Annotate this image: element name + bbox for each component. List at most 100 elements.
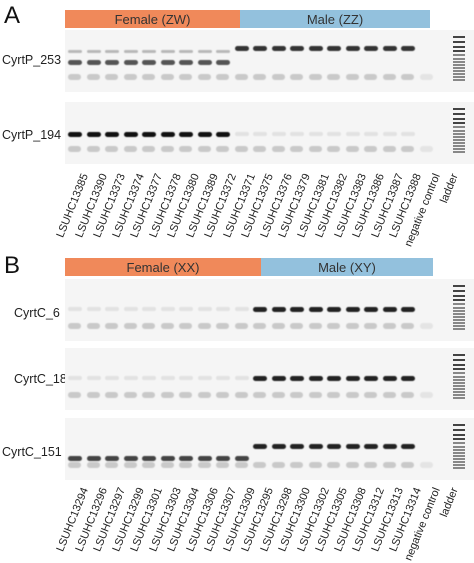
gel-band [345,46,360,51]
gel-band [68,60,82,65]
primer-smear [216,323,229,329]
ladder-rung [453,113,465,115]
primer-smear [253,462,266,468]
primer-smear [290,323,303,329]
ladder-rung [453,359,465,361]
gel-band [271,46,286,51]
primer-smear [308,392,322,398]
primer-smear [160,323,174,329]
ladder-rung [453,458,465,460]
primer-smear [105,146,118,152]
primer-smear [401,323,414,329]
primer-smear [105,323,118,329]
gel-band [382,46,397,51]
gel-band [327,46,341,51]
primer-smear [364,462,377,468]
gel-band [234,46,249,51]
gel-band [308,444,323,449]
female-xx-bar: Female (XX) [65,258,261,276]
gel-band [234,456,249,461]
ladder-rung [453,303,465,305]
primer-smear [179,392,192,398]
gel-band [123,307,138,311]
ladder-rung [453,364,465,366]
primer-smear [197,74,211,80]
ladder-rung [453,467,465,469]
gel-band [290,307,304,312]
primer-smear [86,462,100,468]
gel-band [401,376,415,381]
primer-smear [234,323,248,329]
ladder-rung [453,130,465,132]
primer-smear [179,462,192,468]
gel-band [345,444,360,449]
primer-smear [68,323,81,329]
ladder-rung [453,368,465,370]
primer-smear [86,323,100,329]
primer-smear [123,323,137,329]
primer-smear [382,392,396,398]
primer-smear [364,323,377,329]
ladder-rung [453,442,465,444]
primer-smear [179,146,192,152]
primer-smear [271,74,285,80]
gel-band [86,60,101,65]
ladder-rung [453,122,465,124]
gel-band [364,132,378,136]
ladder-rung [453,322,465,324]
gel-band [105,132,119,137]
primer-smear [86,146,100,152]
gel-band [234,132,249,136]
primer-smear [290,462,303,468]
primer-smear [308,462,322,468]
ladder-rung [453,64,465,66]
ladder-rung [453,61,465,63]
primer-smear [160,392,174,398]
gel-band [401,46,415,51]
gel-band [123,456,138,461]
gel-band [197,307,212,311]
gel-band [382,307,397,312]
primer-smear [308,146,322,152]
ladder-rung [453,41,465,43]
gel-image-cyrtc-6 [65,279,474,341]
gel-band [364,307,378,312]
ladder-rung [453,307,465,309]
gel-band-upper [179,50,193,53]
ladder-rung [453,290,465,292]
primer-smear [123,462,137,468]
ladder-rung [453,449,465,451]
ladder-rung [453,372,465,374]
gel-row-label: CyrtC_6 [14,306,60,320]
primer-smear [419,146,433,152]
ladder-rung [453,76,465,78]
primer-smear [382,74,396,80]
primer-smear [290,74,303,80]
primer-smear [123,74,137,80]
gel-band [327,132,341,136]
primer-smear [327,74,340,80]
primer-smear [419,462,433,468]
ladder-rung [453,328,465,330]
ladder-rung [453,285,465,287]
primer-smear [290,146,303,152]
ladder-rung [453,54,465,56]
gel-band [179,132,193,137]
female-zw-bar: Female (ZW) [65,10,240,28]
gel-band [290,46,304,51]
ladder-rung [453,108,465,110]
ladder-rung [453,36,465,38]
gel-band [382,376,397,381]
gel-band [179,60,193,65]
ladder-rung [453,313,465,315]
primer-smear [86,74,100,80]
gel-band-upper [86,50,101,53]
ladder-rung [453,394,465,396]
gel-band [68,376,82,380]
primer-smear [142,146,155,152]
ladder-rung [453,316,465,318]
gel-row-label: CyrtC_18 [14,372,67,386]
primer-smear [345,74,359,80]
gel-band-upper [197,50,212,53]
primer-smear [234,146,248,152]
